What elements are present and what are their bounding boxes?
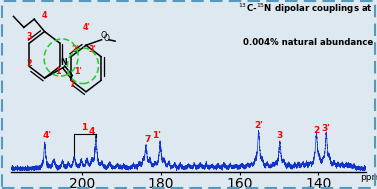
Text: 4': 4' (42, 131, 51, 140)
Text: 3': 3' (322, 124, 331, 133)
Text: 3: 3 (27, 32, 32, 41)
Text: 7: 7 (69, 80, 75, 89)
Text: 2': 2' (72, 45, 80, 54)
Text: 4: 4 (42, 11, 48, 20)
Text: 3: 3 (277, 131, 283, 139)
Text: 2': 2' (254, 122, 263, 130)
Text: 7: 7 (145, 135, 151, 144)
Text: 1': 1' (74, 67, 82, 76)
Text: 3': 3' (88, 45, 96, 54)
Text: 4': 4' (83, 23, 90, 33)
Text: ppm: ppm (360, 173, 377, 182)
Text: 2: 2 (313, 126, 320, 135)
Text: 4: 4 (89, 127, 95, 136)
Text: 1': 1' (152, 131, 161, 140)
Text: N: N (60, 58, 67, 67)
Text: O: O (101, 31, 107, 40)
Text: 0.004% natural abundance: 0.004% natural abundance (243, 38, 373, 47)
Text: $^{13}$C-$^{15}$N dipolar couplings at: $^{13}$C-$^{15}$N dipolar couplings at (238, 2, 373, 16)
Text: 2: 2 (27, 59, 32, 68)
Text: 1: 1 (81, 123, 87, 132)
Text: 1: 1 (55, 67, 60, 76)
Text: O: O (104, 34, 110, 43)
